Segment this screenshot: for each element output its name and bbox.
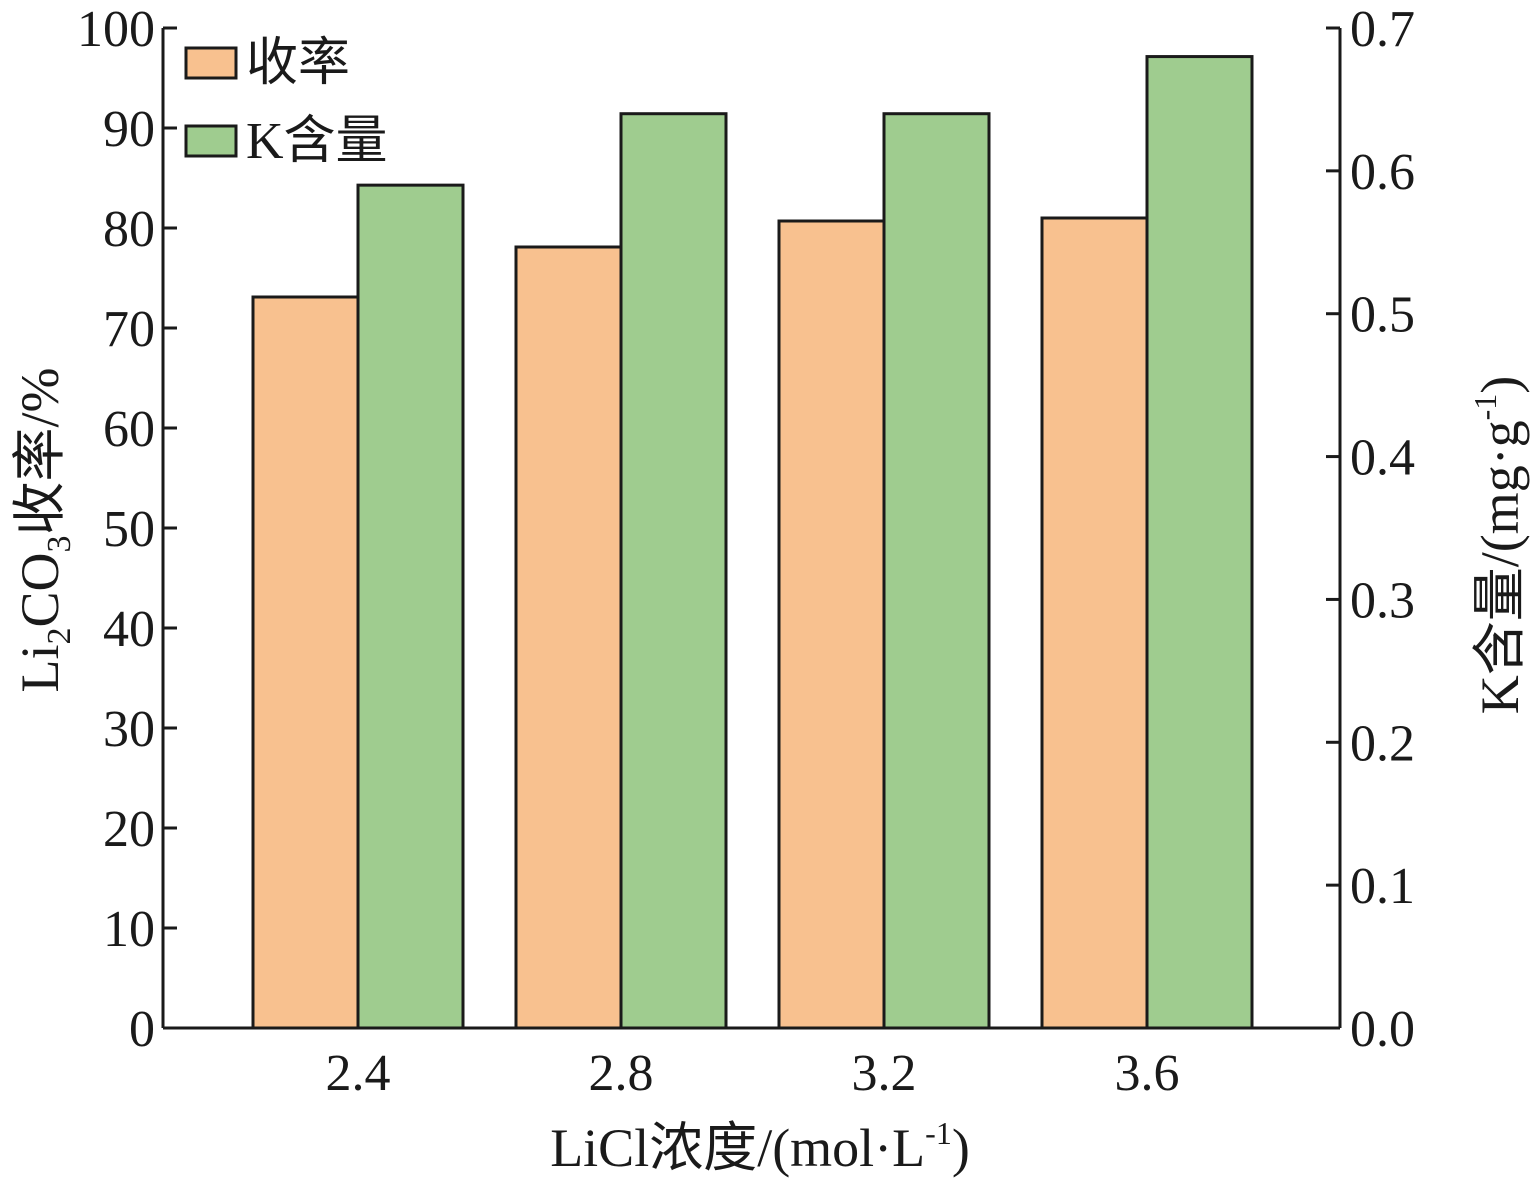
right-tick-label: 0.1 <box>1350 858 1415 915</box>
x-tick-label: 2.4 <box>326 1045 391 1102</box>
right-tick-label: 0.5 <box>1350 287 1415 344</box>
bars-group <box>251 55 1254 1030</box>
legend-label: K含量 <box>246 113 388 170</box>
legend-label: 收率 <box>246 35 350 92</box>
left-tick-label: 80 <box>103 201 155 258</box>
left-tick-label: 20 <box>103 801 155 858</box>
right-tick-label: 0.0 <box>1350 1001 1415 1058</box>
legend: 收率 K含量 <box>184 35 388 170</box>
right-ticks-group: 0.0 0.1 0.2 0.3 0.4 0.5 0.6 0.7 <box>1326 1 1415 1058</box>
right-tick-label: 0.7 <box>1350 1 1415 58</box>
legend-swatch <box>184 124 238 158</box>
x-axis-title: LiCl浓度/(mol·L-1) <box>550 1115 970 1178</box>
left-axis-title: Li2CO3收率/% <box>10 367 78 692</box>
x-ticks-group: 2.4 2.8 3.2 3.6 <box>326 1045 1180 1102</box>
bar-yield-3-6 <box>1040 216 1149 1030</box>
x-tick-label: 2.8 <box>589 1045 654 1102</box>
right-axis-title: K含量/(mg·g-1) <box>1467 376 1530 715</box>
left-tick-label: 90 <box>103 101 155 158</box>
bar-k-content-3-2 <box>882 112 991 1030</box>
right-tick-label: 0.6 <box>1350 144 1415 201</box>
left-tick-label: 30 <box>103 701 155 758</box>
left-tick-label: 60 <box>103 401 155 458</box>
left-tick-label: 100 <box>77 1 155 58</box>
bar-k-content-3-6 <box>1145 55 1254 1030</box>
right-tick-label: 0.4 <box>1350 430 1415 487</box>
x-tick-label: 3.6 <box>1115 1045 1180 1102</box>
left-tick-label: 50 <box>103 501 155 558</box>
x-tick-label: 3.2 <box>852 1045 917 1102</box>
left-ticks-group: 0 10 20 30 40 50 60 70 80 90 100 <box>77 1 177 1058</box>
left-tick-label: 10 <box>103 901 155 958</box>
bar-k-content-2-8 <box>619 112 728 1030</box>
bar-k-content-2-4 <box>356 183 465 1030</box>
left-tick-label: 40 <box>103 601 155 658</box>
right-tick-label: 0.3 <box>1350 572 1415 629</box>
right-tick-label: 0.2 <box>1350 715 1415 772</box>
bar-yield-2-4 <box>251 295 360 1030</box>
left-tick-label: 0 <box>129 1001 155 1058</box>
bar-yield-3-2 <box>777 219 886 1030</box>
legend-swatch <box>184 46 238 80</box>
bar-yield-2-8 <box>514 245 623 1030</box>
left-tick-label: 70 <box>103 301 155 358</box>
